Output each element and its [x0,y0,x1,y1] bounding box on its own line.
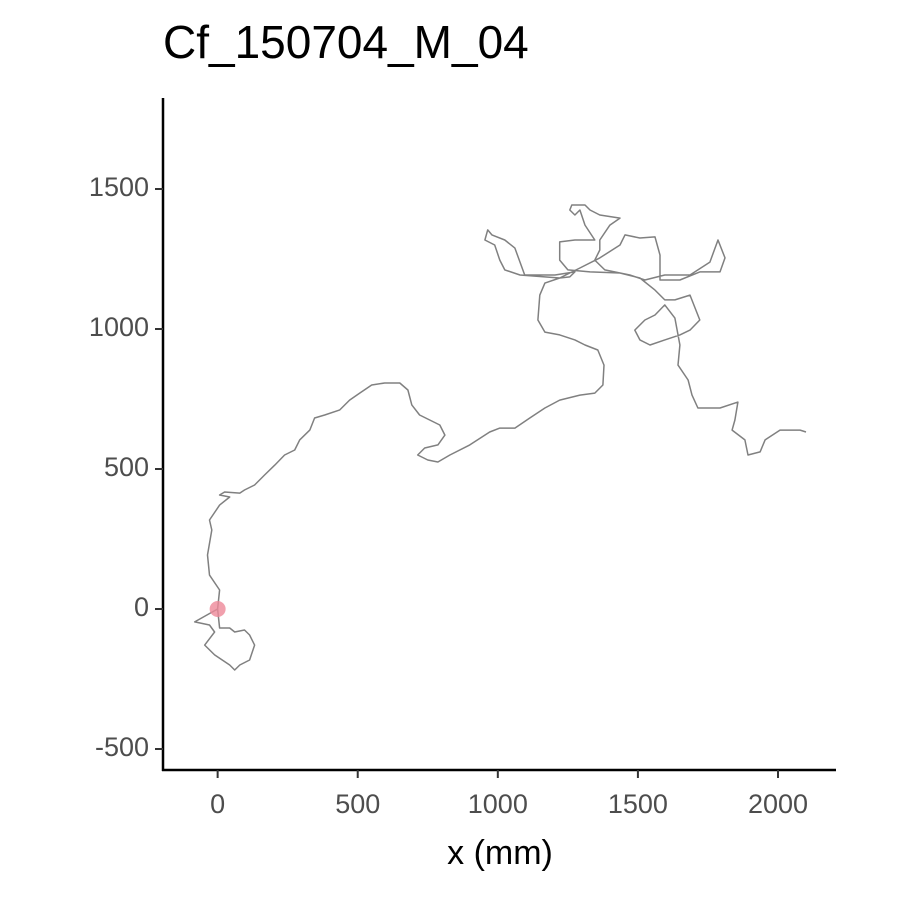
x-tick-label: 2000 [748,789,808,819]
x-tick-label: 1000 [468,789,528,819]
trajectory [193,204,807,671]
x-tick-label: 500 [335,789,380,819]
x-tick-label: 0 [210,789,225,819]
x-tick-label: 1500 [608,789,668,819]
chart-title: Cf_150704_M_04 [163,16,529,68]
y-tick-label: 1000 [89,312,149,342]
x-axis-label: x (mm) [447,834,553,872]
y-tick-label: -500 [95,732,149,762]
y-tick-label: 0 [134,592,149,622]
y-tick-label: 500 [104,452,149,482]
y-tick-label: 1500 [89,172,149,202]
start-point [209,601,226,617]
